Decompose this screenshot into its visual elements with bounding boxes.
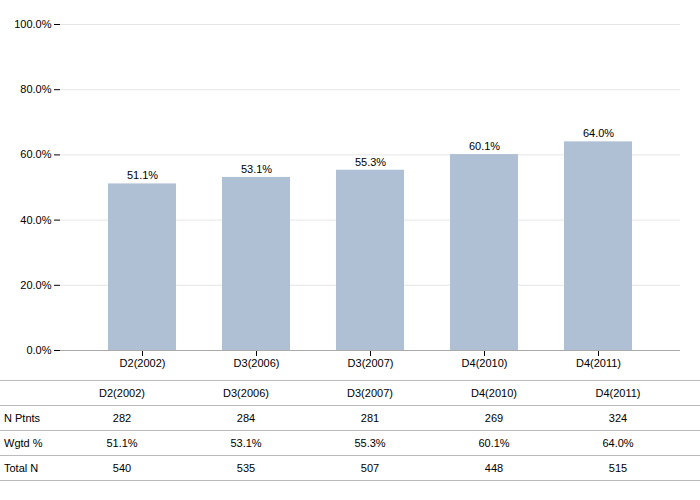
html-text:Total N: Total N <box>4 462 39 474</box>
svg-text:D3(2006): D3(2006) <box>234 357 280 369</box>
html-text:D4(2010): D4(2010) <box>471 387 517 399</box>
svg-text:64.0%: 64.0% <box>583 127 614 139</box>
html-text:60.1%: 60.1% <box>478 437 510 449</box>
html-text:448: 448 <box>484 462 504 474</box>
html-text:515: 515 <box>608 462 628 474</box>
svg-text:D4(2010): D4(2010) <box>462 357 508 369</box>
svg-text:40.0%: 40.0% <box>20 214 51 226</box>
html-text:507: 507 <box>360 462 380 474</box>
html-text:51.1%: 51.1% <box>106 437 138 449</box>
svg-text:80.0%: 80.0% <box>20 83 51 95</box>
html-text:324: 324 <box>608 412 628 424</box>
html-text:281: 281 <box>360 412 380 424</box>
html-text:55.3%: 55.3% <box>354 437 386 449</box>
svg-text:0.0%: 0.0% <box>26 344 51 356</box>
html-text:282: 282 <box>112 412 132 424</box>
html-text:D3(2006): D3(2006) <box>223 387 269 399</box>
html-text:540: 540 <box>112 462 132 474</box>
html-text:D4(2011): D4(2011) <box>595 387 641 399</box>
html-text:53.1%: 53.1% <box>230 437 262 449</box>
html-text:64.0%: 64.0% <box>602 437 634 449</box>
html-text:535: 535 <box>236 462 256 474</box>
html-text:269: 269 <box>484 412 504 424</box>
html-text:D2(2002): D2(2002) <box>99 387 145 399</box>
svg-text:60.1%: 60.1% <box>469 140 500 152</box>
svg-text:D3(2007): D3(2007) <box>348 357 394 369</box>
svg-text:D4(2011): D4(2011) <box>576 357 621 369</box>
svg-text:20.0%: 20.0% <box>20 279 51 291</box>
html-text:N Ptnts: N Ptnts <box>4 412 41 424</box>
svg-text:60.0%: 60.0% <box>20 148 51 160</box>
svg-text:53.1%: 53.1% <box>241 163 272 175</box>
html-text:Wgtd %: Wgtd % <box>4 437 43 449</box>
html-text:284: 284 <box>236 412 256 424</box>
svg-text:51.1%: 51.1% <box>127 169 158 181</box>
svg-text:55.3%: 55.3% <box>355 156 386 168</box>
html-text:D3(2007): D3(2007) <box>347 387 393 399</box>
svg-text:100.0%: 100.0% <box>14 18 52 30</box>
svg-text:D2(2002): D2(2002) <box>120 357 166 369</box>
